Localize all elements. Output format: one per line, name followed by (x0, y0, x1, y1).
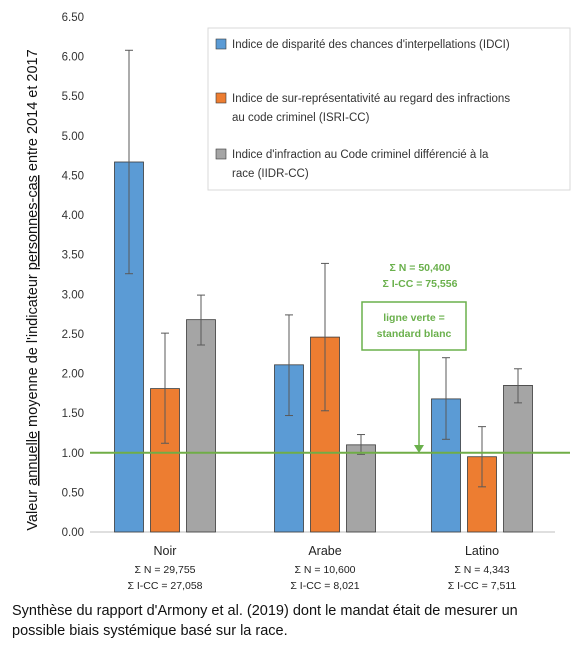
legend-frame (207, 27, 571, 191)
bars-group (114, 161, 533, 533)
legend: Indice de disparité des chances d'interp… (207, 27, 571, 191)
y-tick-label: 1.00 (62, 448, 84, 460)
y-tick-label: 0.50 (62, 487, 84, 499)
legend-label: Indice d'infraction au Code criminel dif… (232, 149, 489, 161)
bar-chart: Valeur annuelle moyenne de l'indicateur … (25, 12, 571, 592)
bar (503, 385, 533, 533)
category-icc-total: Σ I-CC = 7,511 (448, 580, 517, 592)
y-tick-label: 1.50 (62, 408, 84, 420)
standard-note-line2: standard blanc (377, 328, 452, 340)
y-tick-label: 6.50 (62, 12, 84, 24)
y-tick-label: 5.50 (62, 91, 84, 103)
category-label: Arabe (308, 544, 341, 558)
category-n-total: Σ N = 29,755 (134, 564, 195, 576)
category-labels: Noir Σ N = 29,755 Σ I-CC = 27,058 Arabe Σ N … (127, 544, 516, 592)
y-axis-ticks: 0.00 0.50 1.00 1.50 2.00 2.50 3.00 3.50 4.00 4.50… (62, 12, 84, 539)
legend-label: Indice de sur-représentativité au regard… (232, 93, 510, 105)
annotations: Σ N = 50,400 Σ I-CC = 75,556 ligne verte… (361, 262, 467, 453)
y-axis-label-part: annuelle (25, 431, 41, 486)
category-icc-total: Σ I-CC = 8,021 (290, 580, 359, 592)
y-axis-label: Valeur annuelle moyenne de l'indicateur … (25, 49, 41, 530)
category-icc-total: Σ I-CC = 27,058 (127, 580, 202, 592)
error-bars-group (125, 49, 522, 488)
y-axis-label-part: entre 2014 et 2017 (25, 49, 41, 175)
legend-label: Indice de disparité des chances d'interp… (232, 39, 510, 51)
y-axis-label-part: personnes-cas (25, 175, 41, 270)
category-label: Noir (154, 544, 177, 558)
y-tick-label: 3.00 (62, 289, 84, 301)
legend-label: race (IIDR-CC) (232, 168, 309, 180)
legend-swatch (215, 148, 227, 160)
totals-icc-annotation: Σ I-CC = 75,556 (383, 278, 458, 290)
category-n-total: Σ N = 10,600 (294, 564, 355, 576)
category-label: Latino (465, 544, 499, 558)
figure-caption: Synthèse du rapport d'Armony et al. (201… (12, 603, 518, 639)
legend-swatch (215, 92, 227, 104)
standard-note-line1: ligne verte = (383, 312, 445, 324)
y-axis-label-part: Valeur (25, 486, 41, 531)
legend-swatch (215, 38, 227, 50)
note-arrow-head (414, 445, 424, 453)
category-n-total: Σ N = 4,343 (454, 564, 509, 576)
bar (346, 444, 376, 533)
y-tick-label: 4.50 (62, 170, 84, 182)
y-tick-label: 4.00 (62, 210, 84, 222)
y-tick-label: 0.00 (62, 527, 84, 539)
standard-note-box (361, 301, 467, 351)
y-tick-label: 3.50 (62, 250, 84, 262)
y-tick-label: 2.00 (62, 369, 84, 381)
y-tick-label: 6.00 (62, 52, 84, 64)
legend-label: au code criminel (ISRI-CC) (232, 112, 370, 124)
totals-n-annotation: Σ N = 50,400 (390, 262, 451, 274)
y-tick-label: 2.50 (62, 329, 84, 341)
bar (186, 319, 216, 533)
y-tick-label: 5.00 (62, 131, 84, 143)
y-axis-label-part: moyenne de l'indicateur (25, 270, 41, 431)
